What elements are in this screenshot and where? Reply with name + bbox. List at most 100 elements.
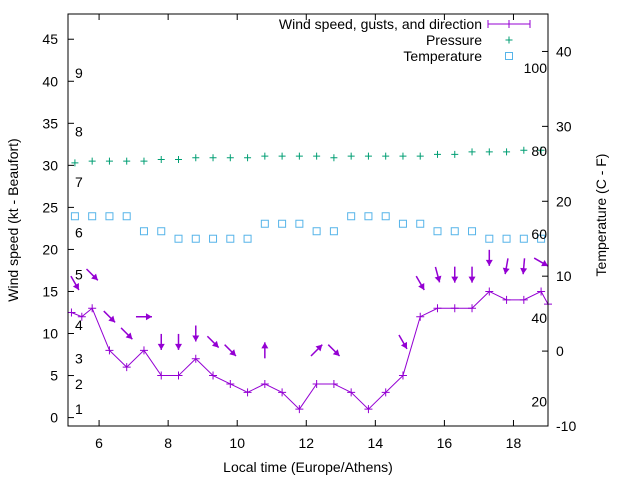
y-tick-label: 45 [42, 31, 58, 47]
legend-label-temperature: Temperature [403, 48, 482, 64]
y-tick-label: 25 [42, 199, 58, 215]
y2-tick-label: 0 [556, 343, 564, 359]
y2-tick-label: 40 [556, 43, 572, 59]
temperature-point [105, 212, 114, 221]
wind-direction-head [418, 283, 425, 290]
wind-speed-point [157, 371, 166, 380]
fahrenheit-label: 40 [531, 310, 547, 326]
legend-sample-wind-caps [487, 20, 531, 28]
pressure-point [157, 155, 165, 163]
wind-direction-head [108, 315, 116, 323]
y-tick-label: 35 [42, 115, 58, 131]
temperature-point [519, 234, 528, 243]
temperature-point [122, 212, 131, 221]
temperature-point [191, 234, 200, 243]
x-tick-label: 8 [164, 435, 172, 451]
wind-speed-point [364, 405, 373, 414]
pressure-point [399, 152, 407, 160]
temperature-point [433, 227, 442, 236]
wind-direction-head [211, 340, 219, 348]
beaufort-label: 3 [75, 351, 83, 367]
wind-direction-head [434, 275, 442, 283]
beaufort-label: 8 [75, 124, 83, 140]
wind-direction-head [315, 344, 323, 352]
pressure-point [382, 152, 390, 160]
temperature-point [88, 212, 97, 221]
temperature-point [537, 234, 546, 243]
temperature-point [347, 212, 356, 221]
temperature-point [70, 212, 79, 221]
wind-direction-arrow [192, 325, 200, 342]
wind-direction-head [468, 276, 476, 283]
wind-speed-point [88, 304, 97, 313]
wind-direction-head [229, 349, 236, 356]
pressure-point [226, 154, 234, 162]
plot-frame [67, 13, 549, 427]
temperature-point [174, 234, 183, 243]
wind-direction-arrow [157, 333, 165, 350]
wind-direction-arrow [434, 266, 442, 283]
wind-speed-point [450, 304, 459, 313]
wind-direction-arrow [415, 275, 425, 291]
wind-direction-head [125, 332, 133, 340]
temperature-point [226, 234, 235, 243]
y-tick-label: 40 [42, 73, 58, 89]
wind-speed-point [226, 379, 235, 388]
pressure-point [364, 152, 372, 160]
temperature-point [364, 212, 373, 221]
wind-speed-point [209, 371, 218, 380]
wind-direction-arrow [175, 333, 183, 350]
fahrenheit-label: 20 [531, 393, 547, 409]
wind-speed-point [243, 388, 252, 397]
wind-direction-head [175, 343, 183, 350]
wind-direction-arrow [310, 344, 323, 357]
beaufort-label: 7 [75, 174, 83, 190]
y2-tick-label: 20 [556, 193, 572, 209]
pressure-point [451, 150, 459, 158]
pressure-point [485, 148, 493, 156]
wind-speed-point [519, 295, 528, 304]
beaufort-label: 4 [75, 317, 83, 333]
pressure-point [261, 152, 269, 160]
wind-speed-point [347, 388, 356, 397]
wind-direction-head [502, 267, 510, 275]
pressure-point [416, 152, 424, 160]
wind-speed-point [260, 379, 269, 388]
wind-direction-head [520, 267, 528, 275]
wind-speed-point [468, 304, 477, 313]
y-tick-label: 20 [42, 241, 58, 257]
beaufort-label: 1 [75, 401, 83, 417]
temperature-point [157, 227, 166, 236]
pressure-point [520, 146, 528, 154]
beaufort-label: 5 [75, 267, 83, 283]
pressure-point [123, 157, 131, 165]
wind-direction-arrow [451, 266, 459, 283]
wind-speed-point [329, 379, 338, 388]
temperature-point [278, 219, 287, 228]
temperature-point [329, 227, 338, 236]
pressure-point [244, 154, 252, 162]
axes-ticks [68, 14, 548, 427]
y-tick-label: 10 [42, 326, 58, 342]
wind-speed-point [191, 354, 200, 363]
wind-direction-arrow [485, 249, 493, 266]
pressure-point [330, 154, 338, 162]
temperature-point [139, 227, 148, 236]
wind-direction-arrow [135, 313, 152, 321]
wind-speed-point [278, 388, 287, 397]
pressure-point [313, 152, 321, 160]
wind-direction-head [332, 349, 340, 356]
x-tick-label: 14 [368, 435, 384, 451]
pressure-point [347, 152, 355, 160]
wind-speed-point [174, 371, 183, 380]
wind-direction-head [145, 313, 152, 321]
y2-tick-label: 10 [556, 268, 572, 284]
wind-direction-arrow [70, 275, 80, 291]
x-tick-label: 6 [95, 435, 103, 451]
y2-axis-label: Temperature (C - F) [593, 154, 609, 277]
beaufort-label: 2 [75, 376, 83, 392]
pressure-point [503, 148, 511, 156]
wind-direction-arrow [502, 258, 510, 275]
axis-tick-labels: 6 8 10 12 14 16 18051015202530354045-100102030… [42, 31, 576, 451]
legend: Wind speed, gusts, and directionPressure… [279, 16, 531, 64]
